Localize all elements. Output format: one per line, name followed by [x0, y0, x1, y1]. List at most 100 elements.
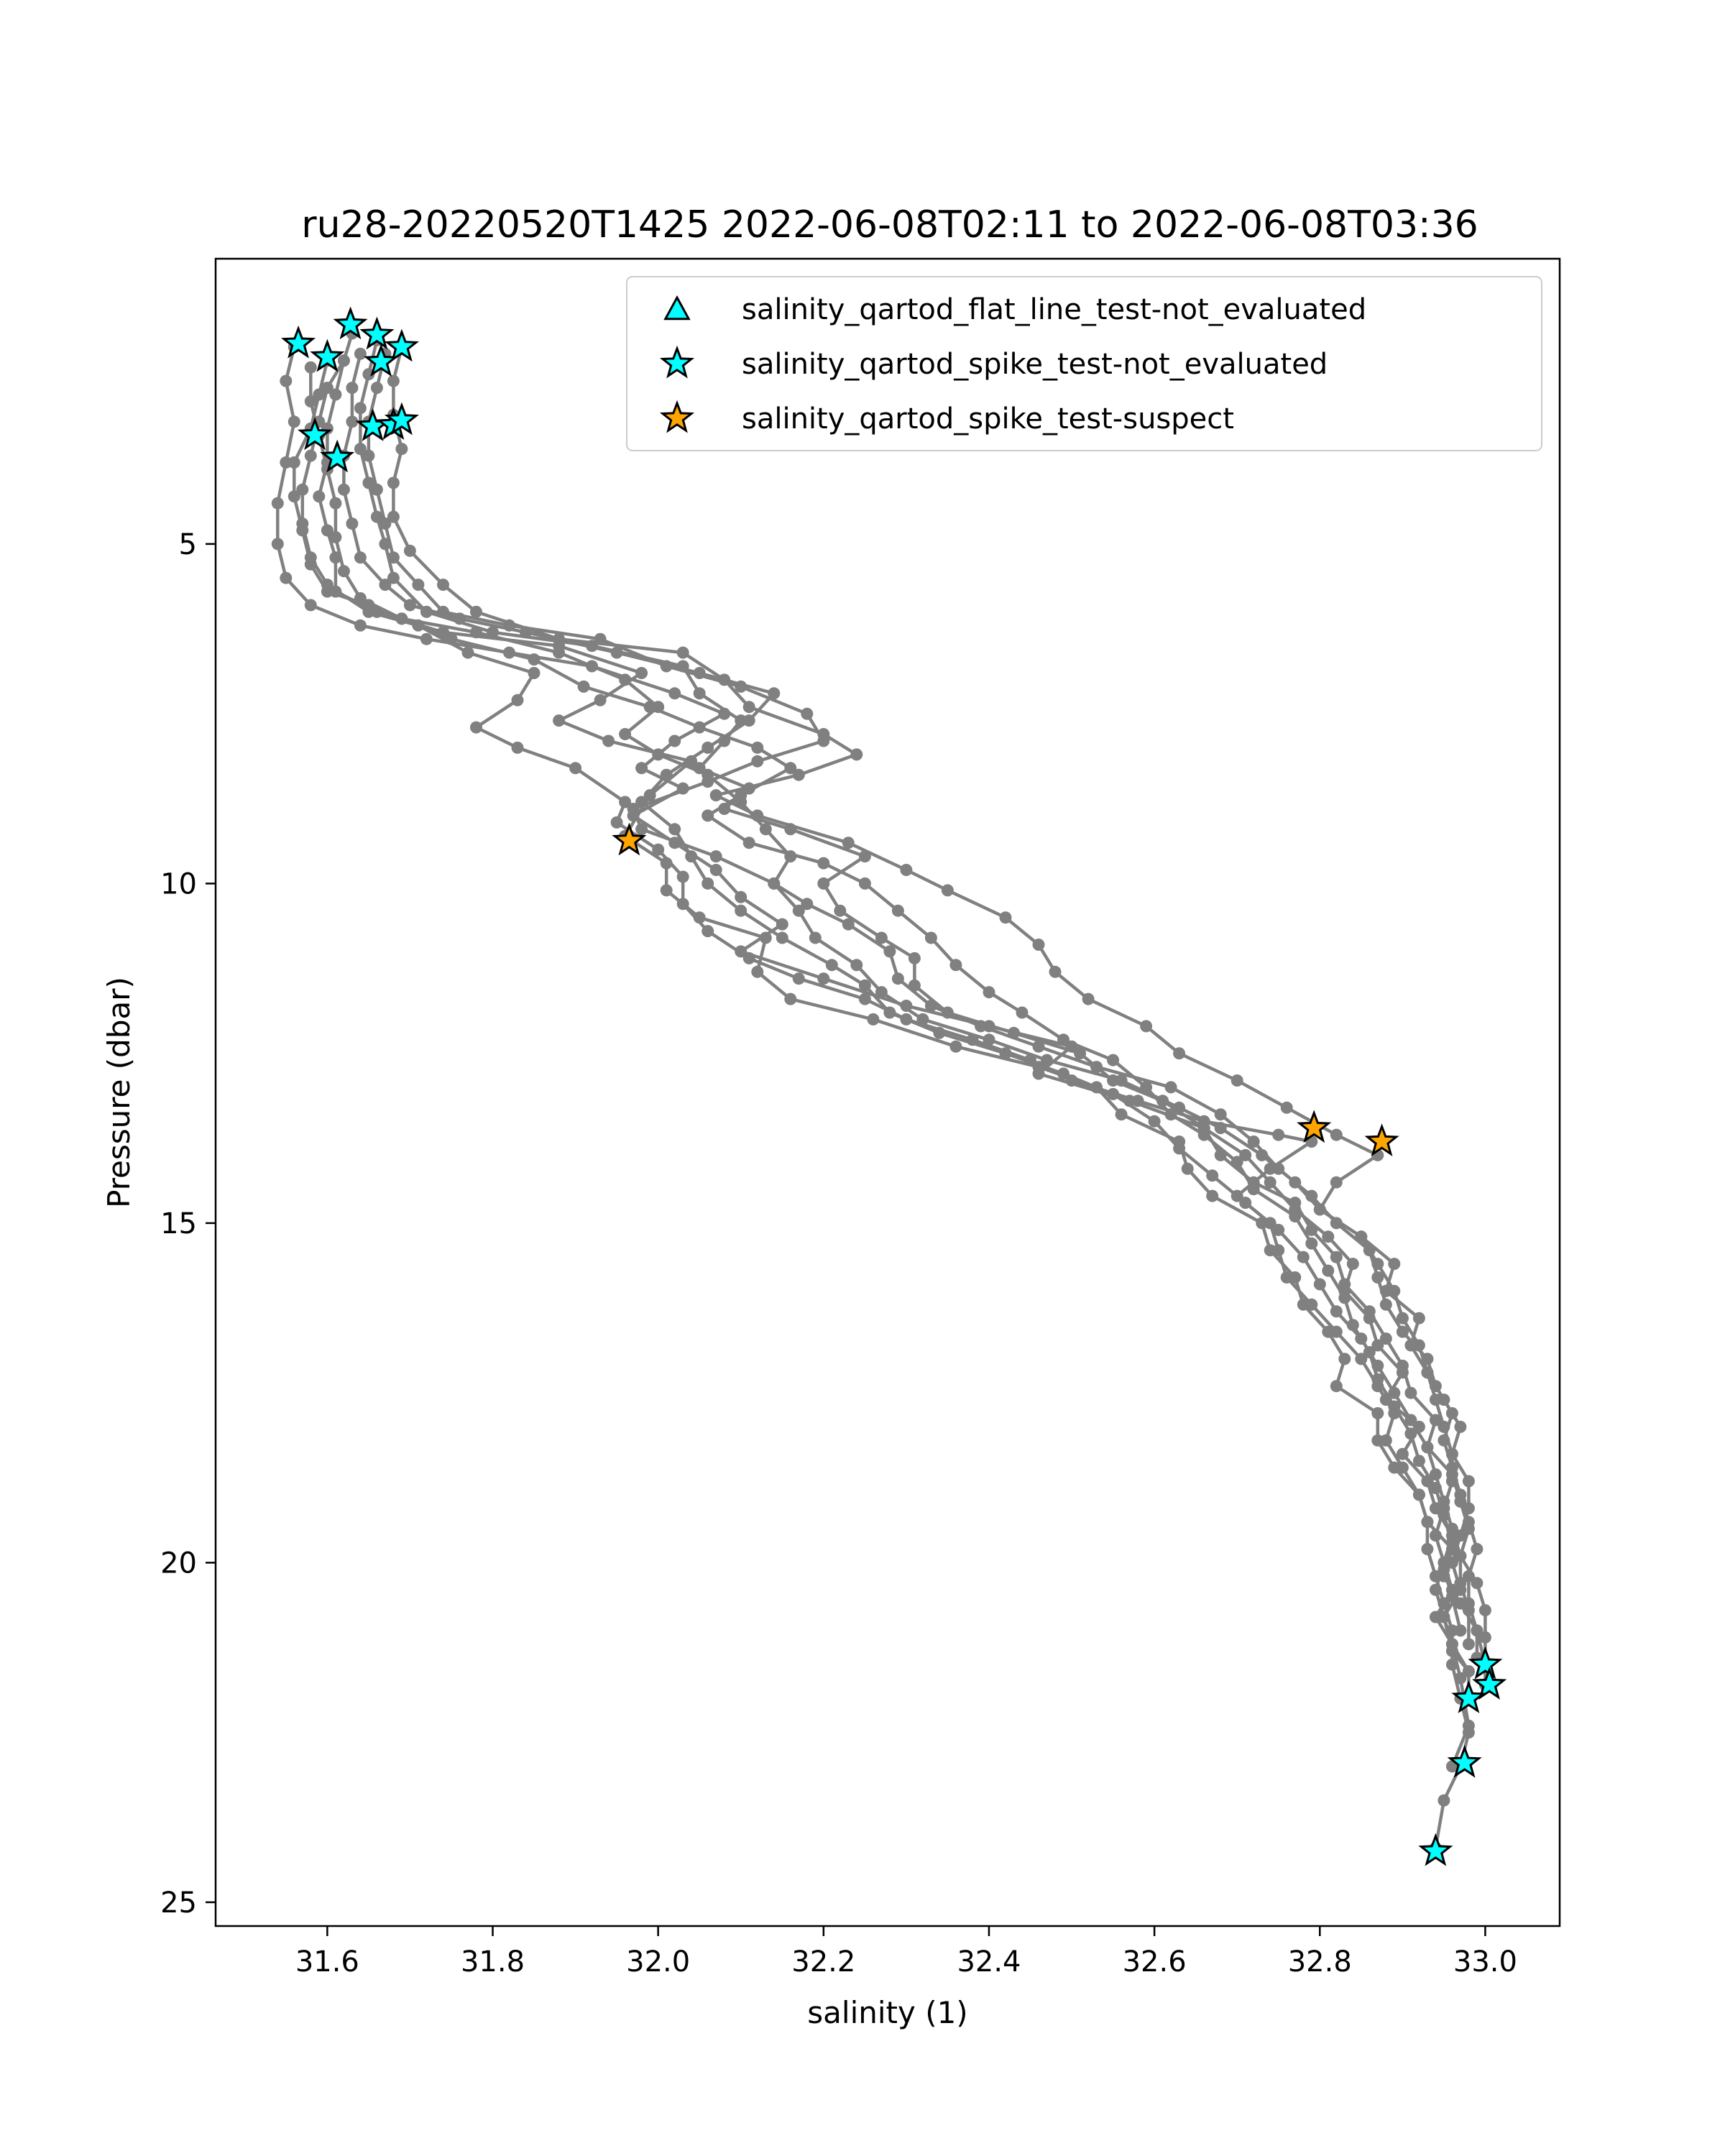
profile-point: [676, 646, 689, 659]
profile-point: [387, 551, 400, 564]
profile-point: [1438, 1611, 1450, 1623]
legend-marker: [663, 295, 691, 321]
profile-point: [1429, 1468, 1442, 1481]
profile-point: [842, 837, 855, 849]
profile-point: [702, 768, 714, 781]
profile-point: [1131, 1095, 1144, 1107]
profile-point: [1421, 1441, 1434, 1454]
profile-point: [370, 510, 383, 523]
profile-point: [387, 510, 400, 523]
profile-point: [1115, 1108, 1128, 1121]
profile-point: [1371, 1407, 1384, 1419]
profile-point: [321, 585, 334, 598]
profile-point: [1148, 1115, 1161, 1128]
profile-point: [1181, 1162, 1194, 1175]
profile-point: [1239, 1148, 1252, 1161]
flag-marker: [1468, 1646, 1503, 1680]
plot-area: [216, 259, 1560, 1926]
profile-point: [1305, 1237, 1318, 1250]
profile-point: [883, 945, 896, 958]
profile-point: [569, 762, 582, 775]
profile-point: [1057, 1033, 1070, 1046]
profile-point: [346, 415, 359, 428]
profile-9: [337, 347, 1475, 1651]
profile-point: [809, 931, 822, 944]
profile-point: [619, 673, 632, 686]
profile-point: [346, 382, 359, 395]
profile-point: [1173, 1142, 1186, 1155]
profile-point: [437, 579, 449, 591]
flag-marker: [384, 402, 419, 436]
profile-point: [304, 449, 317, 462]
profile-point: [1355, 1353, 1368, 1365]
profile-point: [1371, 1373, 1384, 1386]
profile-point: [858, 979, 871, 992]
profile-point: [1388, 1284, 1401, 1297]
profile-point: [1454, 1577, 1467, 1590]
profile-point: [635, 667, 648, 679]
profile-point: [304, 361, 317, 374]
profile-point: [403, 544, 416, 557]
profile-point: [1363, 1305, 1376, 1318]
profile-point: [577, 680, 590, 693]
profile-point: [941, 884, 954, 897]
profile-point: [1197, 1128, 1210, 1141]
profile-point: [875, 986, 888, 999]
profile-point: [702, 809, 714, 822]
profile-point: [461, 646, 474, 659]
profile-point: [1462, 1604, 1475, 1617]
profile-point: [520, 626, 532, 639]
profile-point: [709, 850, 722, 863]
profile-point: [949, 959, 962, 972]
profile-point: [1107, 1087, 1120, 1100]
profile-point: [1371, 1339, 1384, 1352]
profile-point: [1164, 1108, 1177, 1121]
profile-point: [792, 768, 805, 781]
profile-point: [1445, 1658, 1458, 1671]
profile-point: [742, 714, 755, 727]
profile-point: [676, 898, 689, 911]
profile-point: [1445, 1407, 1458, 1419]
profile-point: [304, 558, 317, 571]
profile-point: [280, 571, 293, 584]
profile-point: [924, 1000, 937, 1012]
x-tick-label: 31.8: [461, 1945, 525, 1978]
profile-point: [975, 1020, 987, 1033]
profile-point: [999, 1047, 1012, 1060]
profile-point: [470, 626, 482, 639]
profile-point: [1471, 1543, 1484, 1555]
profile-point: [1388, 1258, 1401, 1271]
profile-point: [1330, 1250, 1343, 1263]
profile-point: [1478, 1604, 1491, 1617]
profile-point: [1396, 1325, 1409, 1338]
profile-point: [1264, 1176, 1276, 1189]
profile-point: [735, 904, 748, 917]
flag-marker: [612, 822, 647, 856]
profile-point: [1454, 1624, 1467, 1637]
profile-point: [1462, 1570, 1475, 1583]
profile-point: [1049, 965, 1062, 978]
profile-point: [1404, 1386, 1417, 1399]
profile-point: [1429, 1414, 1442, 1427]
profile-point: [635, 796, 648, 808]
profile-point: [1355, 1332, 1368, 1345]
profile-point: [751, 741, 764, 754]
profile-point: [1214, 1108, 1227, 1121]
profile-point: [553, 714, 566, 727]
profile-point: [296, 483, 309, 496]
profile-point: [817, 734, 830, 747]
profile-point: [1462, 1516, 1475, 1529]
x-axis-ticks: 31.6 31.8 32.0 32.2 32.4 32.6 32.8 33.0: [295, 1926, 1517, 1978]
profile-point: [1107, 1054, 1120, 1067]
profile-point: [1429, 1583, 1442, 1596]
y-tick-label: 5: [179, 528, 197, 561]
profile-point: [1305, 1189, 1318, 1202]
profile-point: [1297, 1250, 1310, 1263]
profile-point: [1388, 1386, 1401, 1399]
profile-point: [1330, 1176, 1343, 1189]
profile-point: [1330, 1217, 1343, 1230]
x-tick-label: 32.6: [1123, 1945, 1187, 1978]
profile-point: [387, 374, 400, 387]
profile-point: [1438, 1434, 1450, 1447]
profile-point: [1445, 1522, 1458, 1535]
